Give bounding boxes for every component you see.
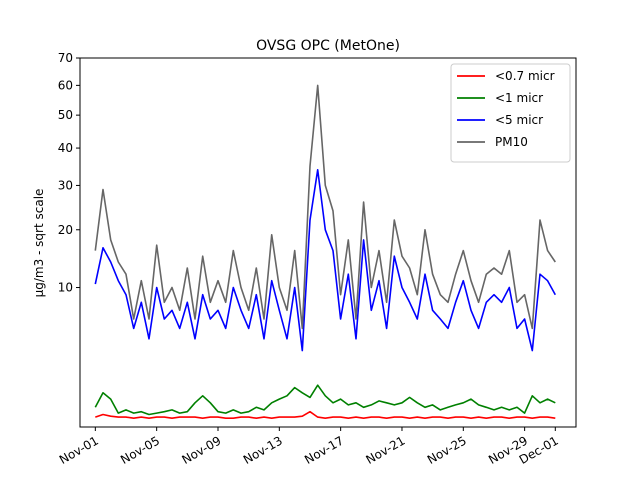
y-axis-label: µg/m3 - sqrt scale [32,189,46,298]
legend-label: <1 micr [495,91,543,105]
y-tick-label: 30 [58,178,73,192]
y-tick-label: 70 [58,51,73,65]
series-line-4 [94,84,556,330]
series-line-3 [94,169,557,352]
series-lines [94,84,557,420]
legend-label: <5 micr [495,113,543,127]
series-line-1 [95,410,556,420]
plot-frame [79,57,577,428]
chart-title: OVSG OPC (MetOne) [256,38,400,54]
legend: <0.7 micr <1 micr <5 micr PM10 [450,63,571,163]
legend-label: PM10 [495,135,528,149]
legend-box [450,63,571,163]
y-tick-label: 60 [58,78,73,92]
y-tick-label: 40 [58,141,73,155]
legend-label: <0.7 micr [495,69,555,83]
y-tick-label: 20 [58,223,73,237]
series-line-2 [94,384,556,416]
y-tick-label: 10 [58,281,73,295]
y-axis: 10 20 30 40 50 60 70 [58,51,80,295]
y-tick-label: 50 [58,108,73,122]
